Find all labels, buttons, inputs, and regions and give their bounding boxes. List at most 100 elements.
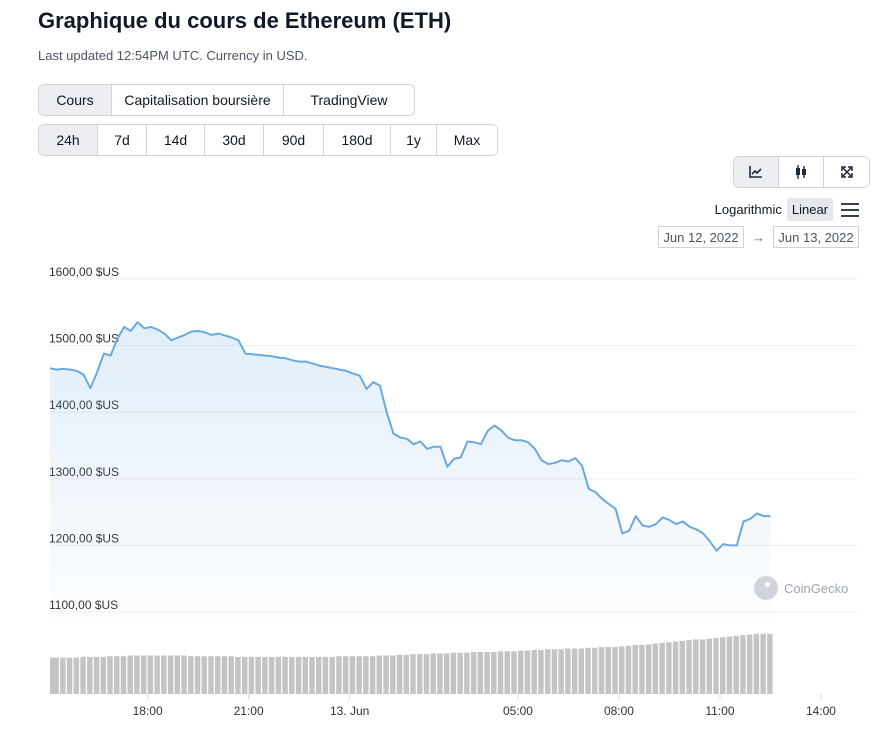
- volume-bar: [228, 656, 234, 694]
- volume-bar: [241, 656, 248, 694]
- fullscreen-button[interactable]: [824, 157, 869, 187]
- volume-bar: [753, 633, 760, 694]
- volume-bar: [315, 656, 322, 694]
- volume-bar: [659, 642, 665, 694]
- volume-bar: [551, 649, 558, 694]
- volume-bar: [497, 651, 504, 694]
- volume-bar: [733, 635, 739, 694]
- volume-bar: [363, 656, 369, 694]
- volume-bar: [538, 649, 544, 694]
- fullscreen-icon: [840, 166, 853, 178]
- volume-bar: [369, 656, 376, 694]
- volume-bar: [53, 657, 59, 694]
- volume-bar: [100, 656, 107, 694]
- volume-bar: [410, 654, 416, 694]
- volume-bar: [396, 654, 403, 694]
- volume-bar: [208, 656, 214, 694]
- range-1y-button[interactable]: 1y: [391, 125, 437, 155]
- volume-bar: [356, 656, 362, 694]
- volume-bar: [93, 656, 100, 694]
- volume-bar: [746, 634, 753, 694]
- range-90d-button[interactable]: 90d: [264, 125, 324, 155]
- scale-selector: Logarithmic Linear: [710, 198, 859, 221]
- volume-bar: [767, 633, 773, 694]
- volume-bar: [181, 655, 187, 694]
- volume-bar: [443, 653, 450, 694]
- volume-bar: [679, 640, 686, 694]
- volume-bar: [672, 641, 679, 694]
- volume-bar: [87, 656, 93, 694]
- volume-bar: [592, 647, 598, 694]
- volume-bar: [524, 650, 531, 694]
- volume-bar: [713, 638, 719, 694]
- last-updated-text: Last updated 12:54PM UTC. Currency in US…: [38, 48, 308, 63]
- volume-bar: [248, 656, 255, 694]
- volume-bar: [383, 655, 389, 694]
- volume-bar: [201, 656, 208, 694]
- line-chart-icon: [749, 166, 762, 178]
- volume-bar: [275, 656, 282, 694]
- volume-bar: [235, 656, 241, 694]
- candlestick-button[interactable]: [779, 157, 824, 187]
- volume-bar: [167, 655, 174, 694]
- volume-bar: [423, 654, 430, 694]
- volume-bar: [336, 656, 342, 694]
- watermark-text: CoinGecko: [784, 580, 849, 596]
- view-tabs: Cours Capitalisation boursière TradingVi…: [38, 84, 415, 116]
- volume-bar: [699, 639, 706, 694]
- tab-capitalisation[interactable]: Capitalisation boursière: [112, 85, 284, 115]
- range-14d-button[interactable]: 14d: [147, 125, 205, 155]
- volume-bar: [214, 656, 221, 694]
- volume-bar: [706, 638, 713, 694]
- time-range-tabs: 24h 7d 14d 30d 90d 180d 1y Max: [38, 124, 498, 156]
- volume-bar: [174, 655, 181, 694]
- tab-tradingview[interactable]: TradingView: [284, 85, 414, 115]
- volume-bar: [268, 656, 275, 694]
- volume-bar: [726, 636, 733, 694]
- volume-bar: [531, 649, 537, 694]
- range-24h-button[interactable]: 24h: [39, 125, 98, 155]
- volume-bar: [511, 651, 517, 694]
- volume-bar: [504, 651, 511, 694]
- line-chart-button[interactable]: [734, 157, 779, 187]
- x-axis: 18:00 21:00 13. Jun 05:00 08:00 11:00 14:00: [133, 694, 836, 718]
- price-line: [49, 321, 771, 552]
- volume-bar: [60, 657, 66, 694]
- x-tick-label: 21:00: [234, 704, 264, 718]
- range-7d-button[interactable]: 7d: [98, 125, 147, 155]
- volume-bar: [302, 656, 309, 694]
- range-30d-button[interactable]: 30d: [205, 125, 264, 155]
- volume-bar: [571, 648, 578, 694]
- volume-bar: [295, 656, 302, 694]
- volume-bar: [66, 657, 73, 694]
- range-180d-button[interactable]: 180d: [324, 125, 391, 155]
- volume-bar: [255, 656, 261, 694]
- volume-bar: [558, 649, 564, 694]
- page-title: Graphique du cours de Ethereum (ETH): [38, 8, 452, 33]
- y-tick-label: 1600,00 $US: [49, 265, 119, 279]
- tab-cours[interactable]: Cours: [39, 85, 112, 115]
- volume-bar: [403, 654, 410, 694]
- volume-bar: [107, 656, 113, 694]
- volume-bar: [221, 656, 228, 694]
- volume-bar: [437, 653, 443, 694]
- range-max-button[interactable]: Max: [437, 125, 497, 155]
- date-to-input[interactable]: [773, 226, 859, 248]
- volume-bar: [262, 656, 268, 694]
- volume-bar: [517, 650, 524, 694]
- x-tick-label: 14:00: [806, 704, 836, 718]
- logarithmic-scale-option[interactable]: Logarithmic: [710, 198, 787, 221]
- hamburger-menu-icon[interactable]: [841, 202, 859, 217]
- x-tick-label: 11:00: [705, 704, 734, 718]
- volume-bar: [719, 637, 726, 694]
- volume-bar: [585, 647, 591, 694]
- date-from-input[interactable]: [658, 226, 744, 248]
- volume-bar: [80, 656, 86, 694]
- volume-bar: [329, 656, 335, 694]
- volume-bar: [491, 652, 497, 694]
- volume-bar: [760, 633, 766, 694]
- volume-bar: [464, 652, 470, 694]
- gecko-logo-icon: [754, 576, 778, 600]
- linear-scale-option[interactable]: Linear: [786, 198, 833, 221]
